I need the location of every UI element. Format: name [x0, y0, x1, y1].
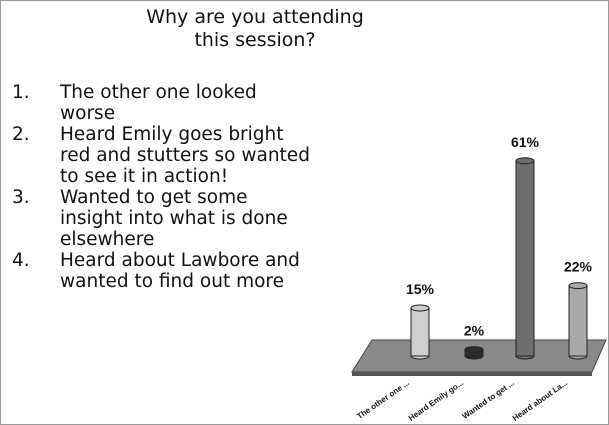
item-number: 1.: [12, 82, 30, 103]
bar: [515, 160, 535, 357]
slide-title: Why are you attending this session?: [146, 6, 364, 51]
item-text: The other one looked worse: [60, 82, 257, 124]
bar-top: [464, 346, 484, 354]
data-label: 2%: [464, 323, 485, 339]
bar-top: [568, 282, 588, 290]
item-text: Heard Emily goes bright red and stutters…: [60, 124, 310, 187]
item-number: 3.: [12, 187, 30, 208]
data-label: 61%: [511, 134, 540, 150]
list-item: 3. Wanted to get some insight into what i…: [12, 187, 322, 250]
list-item: 1. The other one looked worse: [12, 82, 322, 124]
list: 1. The other one looked worse 2. Heard Emil…: [12, 82, 322, 292]
list-item: 2. Heard Emily goes bright red and stutte…: [12, 124, 322, 187]
floor-edge: [352, 372, 592, 376]
item-text: Heard about Lawbore and wanted to find o…: [60, 250, 300, 292]
x-tick-label: Wanted to get ...: [461, 378, 517, 421]
item-text: Wanted to get some insight into what is …: [60, 187, 288, 250]
data-label: 22%: [564, 259, 593, 275]
item-number: 2.: [12, 124, 30, 145]
bar: [568, 285, 588, 357]
x-tick-label: Heard Emily go...: [407, 378, 465, 423]
data-label: 15%: [406, 281, 435, 297]
bar-top: [410, 304, 430, 312]
item-number: 4.: [12, 250, 30, 271]
x-tick-label: The other one ...: [355, 378, 411, 421]
x-tick-label: Heard about La...: [511, 378, 569, 423]
list-item: 4. Heard about Lawbore and wanted to find…: [12, 250, 322, 292]
bar: [410, 307, 430, 357]
bar-top: [515, 157, 535, 165]
